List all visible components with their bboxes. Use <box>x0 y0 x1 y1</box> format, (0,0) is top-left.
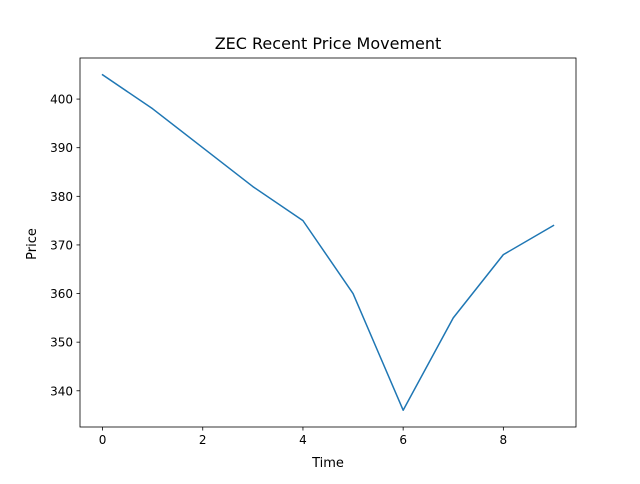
y-tick-label: 370 <box>50 238 73 252</box>
data-point <box>452 317 454 319</box>
x-tick-label: 2 <box>199 433 207 447</box>
chart-title: ZEC Recent Price Movement <box>215 34 442 53</box>
data-point <box>352 293 354 295</box>
data-point <box>102 74 104 76</box>
data-point <box>552 224 554 226</box>
x-tick-label: 4 <box>299 433 307 447</box>
y-tick-label: 390 <box>50 141 73 155</box>
x-tick-label: 8 <box>500 433 508 447</box>
data-point <box>252 186 254 188</box>
data-point <box>202 147 204 149</box>
data-point <box>152 108 154 110</box>
y-tick-label: 340 <box>50 384 73 398</box>
plot-frame <box>79 57 577 428</box>
data-point <box>302 220 304 222</box>
y-tick-label: 350 <box>50 336 73 350</box>
plot-area: 0 2 4 6 8 340 350 360 370 380 390 400 <box>50 57 577 447</box>
y-tick-label: 400 <box>50 93 73 107</box>
data-point <box>502 254 504 256</box>
y-axis-label: Price <box>25 228 40 260</box>
x-tick-label: 6 <box>399 433 407 447</box>
y-tick-label: 360 <box>50 287 73 301</box>
data-point <box>402 409 404 411</box>
x-axis-label: Time <box>311 456 344 471</box>
x-tick-label: 0 <box>99 433 107 447</box>
price-series-line <box>101 73 555 411</box>
y-tick-label: 380 <box>50 190 73 204</box>
